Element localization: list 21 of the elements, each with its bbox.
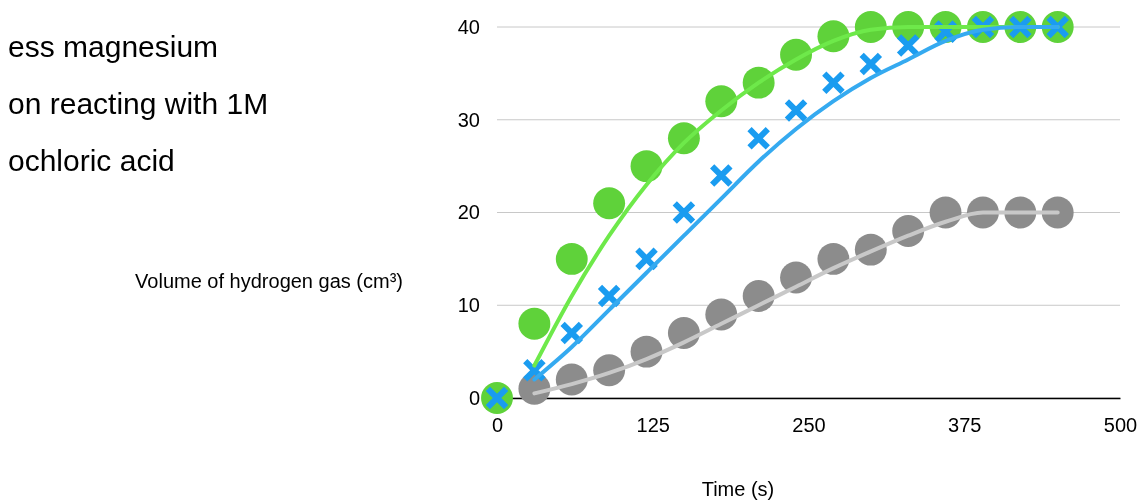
- point: [783, 98, 809, 123]
- text: ess magnesium on reacting with 1M ochloric acid: [8, 30, 269, 177]
- y-tick-label: 40: [457, 15, 480, 38]
- point: [555, 242, 588, 275]
- point: [593, 187, 626, 220]
- point: [671, 200, 697, 225]
- y-tick-label: 20: [457, 201, 480, 224]
- x-tick-label: 125: [636, 414, 670, 437]
- y-tick-label: 30: [457, 108, 480, 131]
- y-tick-label: 0: [468, 386, 480, 409]
- x-tick-label: 500: [1103, 414, 1138, 437]
- point: [518, 307, 551, 340]
- x-tick-label: 375: [948, 414, 982, 437]
- x-tick-label: 250: [792, 414, 826, 437]
- y-axis-title: Volume of hydrogen gas (cm³): [135, 270, 403, 292]
- point: [709, 163, 734, 188]
- point: [821, 70, 846, 95]
- x-axis-title: Time (s): [701, 478, 775, 500]
- y-tick-label: 10: [457, 294, 480, 317]
- x-tick-label: 0: [491, 414, 504, 437]
- point: [746, 126, 771, 151]
